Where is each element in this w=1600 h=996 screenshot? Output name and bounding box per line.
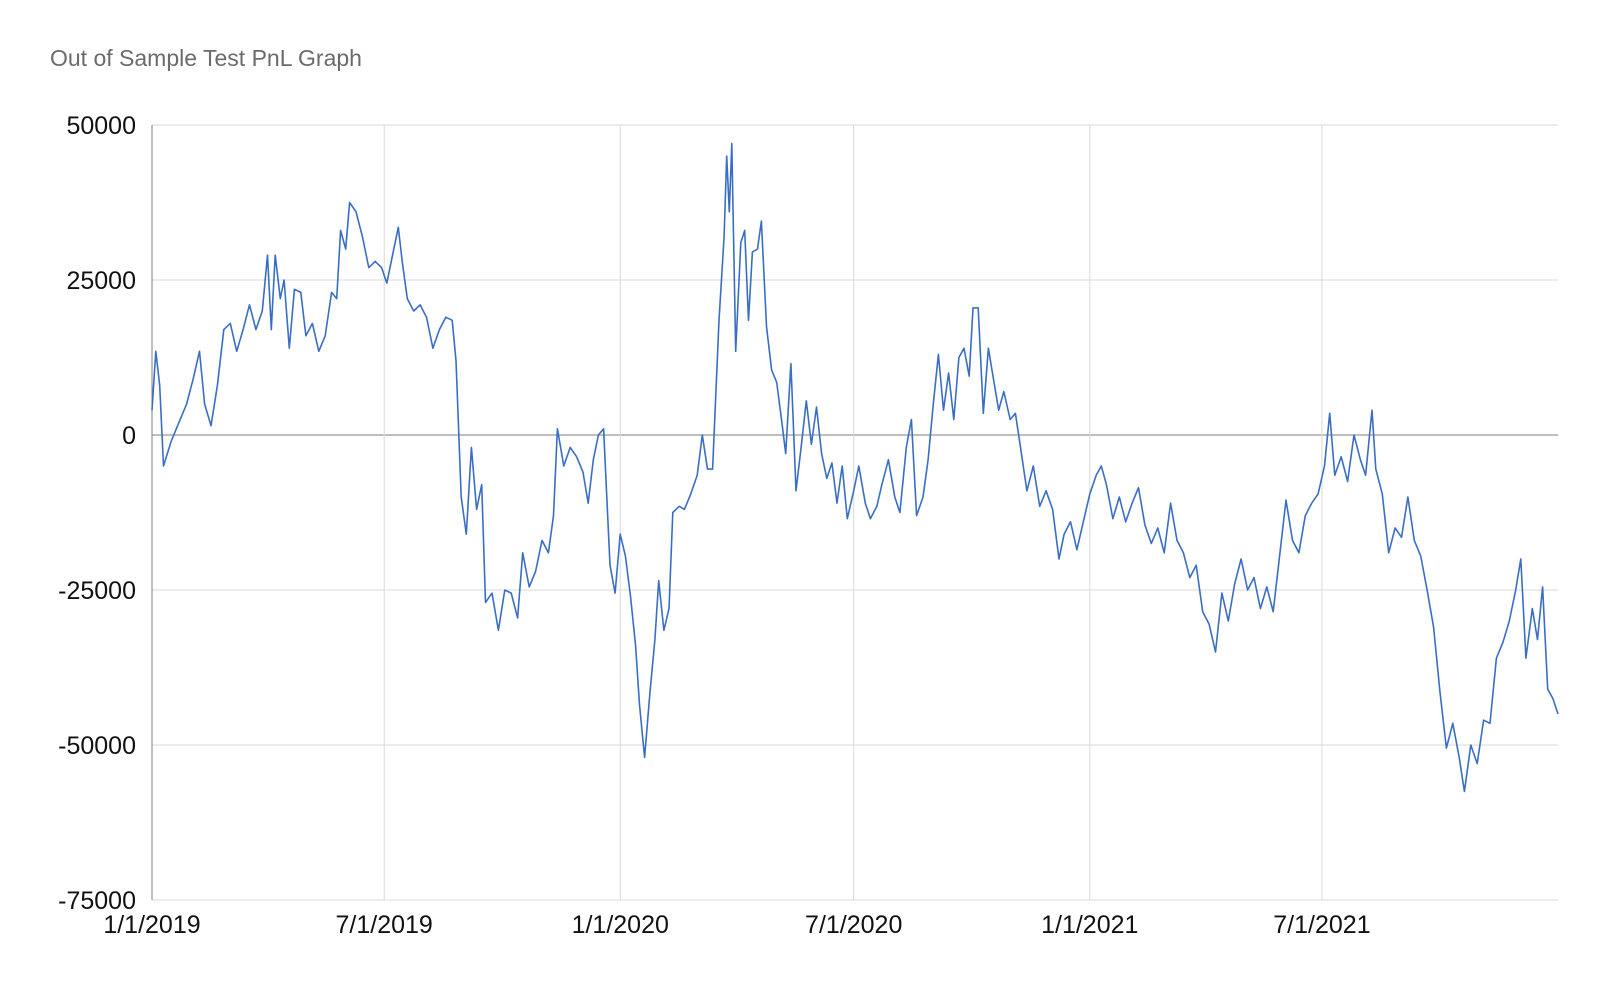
y-tick-label: 0 xyxy=(122,422,136,450)
series-layer xyxy=(151,142,1559,793)
x-tick-label: 7/1/2021 xyxy=(1273,911,1370,939)
x-tick-label: 1/1/2019 xyxy=(103,911,200,939)
x-tick-label: 1/1/2021 xyxy=(1041,911,1138,939)
chart-title: Out of Sample Test PnL Graph xyxy=(50,45,362,71)
y-tick-label: 50000 xyxy=(66,112,136,140)
y-tick-label: -75000 xyxy=(58,887,136,915)
x-tick-label: 1/1/2020 xyxy=(572,911,669,939)
pnl-series-line xyxy=(151,142,1559,793)
y-tick-label: 25000 xyxy=(66,267,136,295)
x-tick-label: 7/1/2020 xyxy=(805,911,902,939)
y-tick-label: -25000 xyxy=(58,577,136,605)
x-tick-label: 7/1/2019 xyxy=(336,911,433,939)
y-tick-label: -50000 xyxy=(58,732,136,760)
